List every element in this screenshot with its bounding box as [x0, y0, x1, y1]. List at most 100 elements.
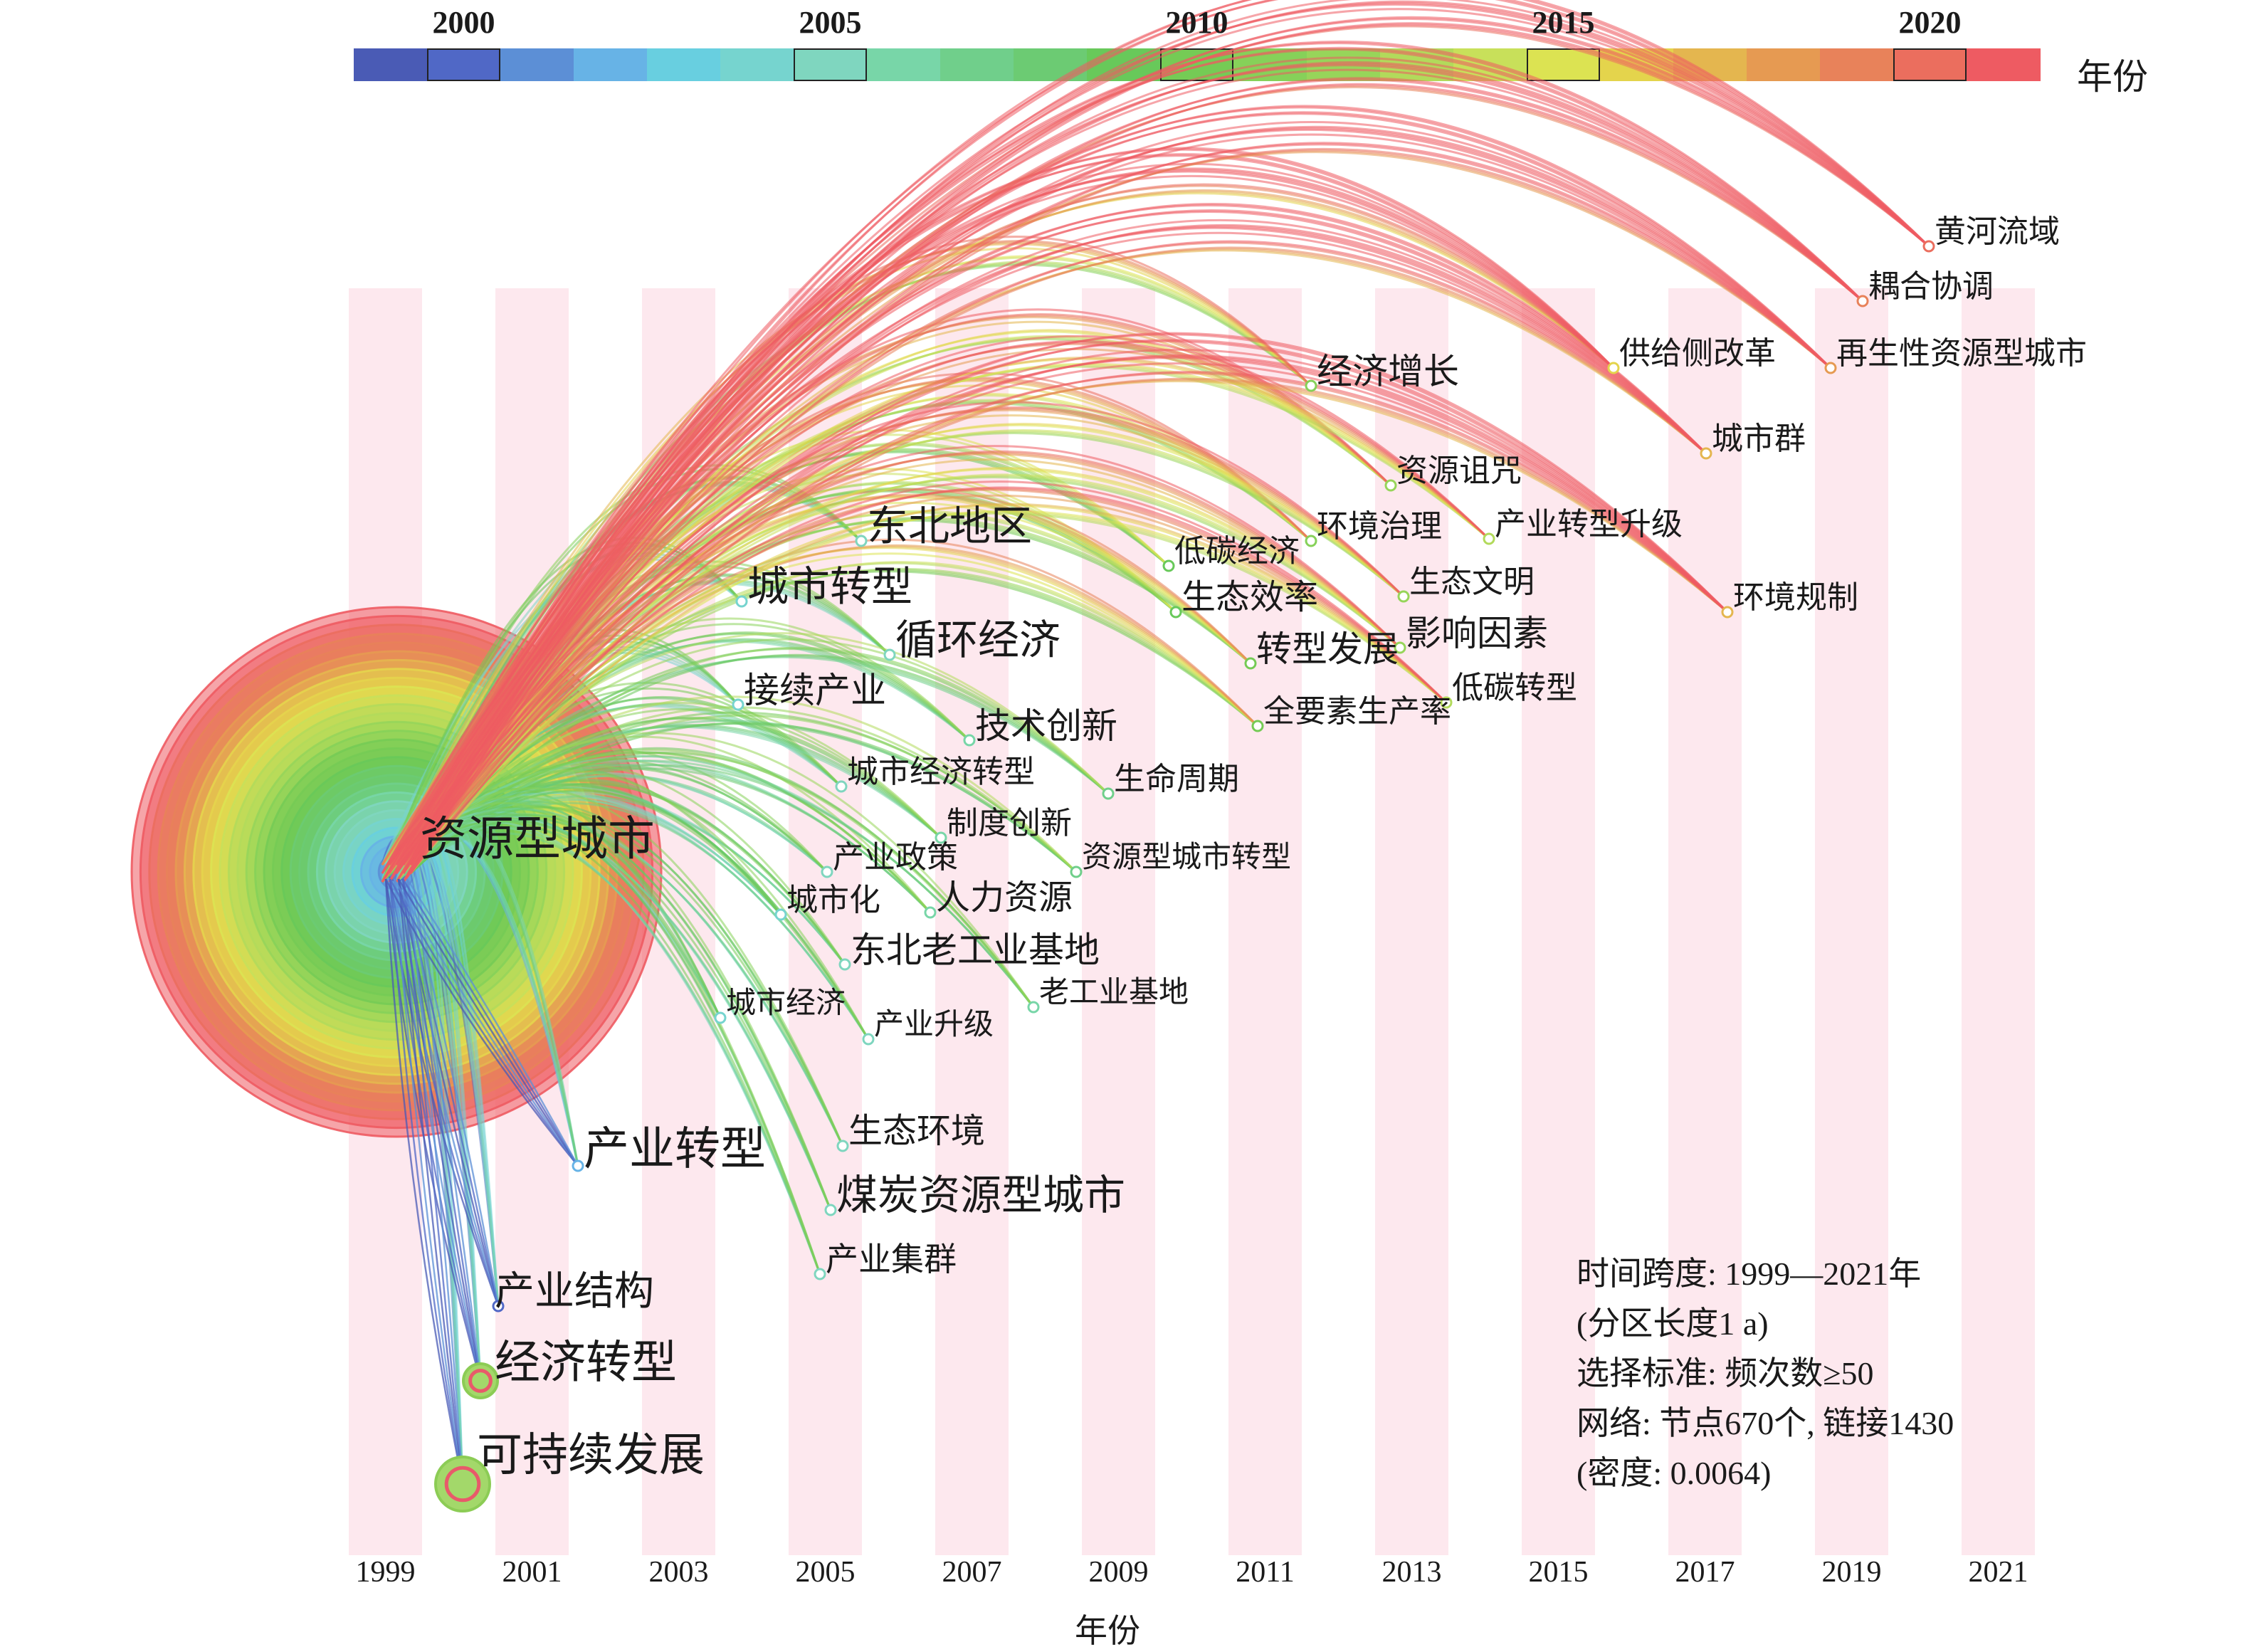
x-axis-tick-label: 2015: [1528, 1556, 1589, 1589]
keyword-node: [1305, 535, 1317, 547]
keyword-label: 生态效率: [1181, 579, 1319, 616]
keyword-node: [924, 906, 937, 919]
color-bar-swatch: [1893, 48, 1967, 81]
keyword-label: 城市经济: [726, 987, 846, 1020]
keyword-node: [1607, 362, 1620, 374]
link-arc: [409, 0, 1930, 866]
keyword-node: [963, 734, 976, 747]
keyword-node: [1251, 720, 1264, 732]
link-arc: [402, 354, 1729, 883]
keyword-node: [1440, 696, 1453, 709]
link-arc: [395, 22, 1930, 883]
x-axis-tick-label: 2011: [1236, 1556, 1295, 1589]
keyword-label: 东北地区: [867, 503, 1033, 549]
link-arc: [381, 362, 1729, 883]
keyword-label: 环境规制: [1733, 580, 1858, 615]
co-occurrence-links: [381, 0, 1930, 1485]
info-line: (分区长度1 a): [1577, 1305, 1769, 1342]
keyword-label: 产业转型升级: [1495, 507, 1683, 542]
link-arc: [402, 0, 1930, 874]
info-line: 时间跨度: 1999—2021年: [1577, 1256, 1922, 1292]
link-arc: [401, 878, 579, 1167]
keyword-label: 低碳经济: [1174, 534, 1300, 569]
keyword-label: 资源诅咒: [1396, 453, 1522, 488]
keyword-node: [1856, 295, 1869, 307]
keyword-node-ring: [444, 1466, 481, 1503]
keyword-label: 全要素生产率: [1263, 694, 1451, 729]
keyword-node: [935, 831, 947, 844]
keyword-label: 煤炭资源型城市: [836, 1172, 1126, 1219]
link-arc: [409, 348, 1729, 866]
keyword-node: [824, 1204, 837, 1216]
keyword-node: [855, 535, 868, 547]
link-arc: [409, 219, 1707, 866]
info-line: 选择标准: 频次数≥50: [1577, 1355, 1874, 1391]
keyword-label: 城市化: [786, 883, 880, 917]
color-bar-swatch: [647, 48, 721, 81]
keyword-node: [434, 1456, 491, 1512]
keyword-node: [862, 1033, 875, 1046]
link-arc: [409, 503, 1448, 874]
link-arc: [409, 142, 1831, 874]
keyword-label: 转型发展: [1256, 629, 1399, 669]
keyword-label: 技术创新: [975, 706, 1117, 746]
keyword-label: 资源型城市转型: [1082, 841, 1292, 874]
keyword-label: 人力资源: [936, 879, 1073, 917]
link-arc: [395, 819, 844, 1147]
link-arc: [409, 445, 1401, 866]
link-arc: [395, 83, 1863, 883]
keyword-node: [1102, 787, 1115, 800]
link-arc: [381, 8, 1930, 883]
color-bar-swatch: [720, 48, 794, 81]
keyword-node: [735, 595, 748, 608]
keyword-label: 影响因素: [1406, 614, 1548, 653]
keyword-node: [572, 1159, 584, 1172]
link-arc: [406, 878, 464, 1485]
keyword-label: 循环经济: [895, 617, 1061, 663]
x-axis-tick-label: 2007: [942, 1556, 1002, 1589]
link-arc: [393, 878, 482, 1382]
link-arc: [395, 826, 832, 1211]
color-bar-swatch: [574, 48, 648, 81]
color-bar-tick-box: [794, 48, 867, 81]
keyword-node: [1169, 606, 1182, 619]
year-stripe: [1815, 288, 1888, 1555]
keyword-label: 产业转型: [584, 1124, 766, 1174]
link-arc: [389, 878, 464, 1485]
keyword-label: 产业政策: [833, 840, 958, 875]
keyword-label: 生命周期: [1114, 762, 1239, 796]
year-stripe: [1962, 288, 2035, 1555]
keyword-node: [1384, 479, 1397, 492]
link-arc: [395, 241, 1312, 874]
keyword-label: 东北老工业基地: [851, 930, 1100, 970]
keyword-node: [836, 1140, 849, 1152]
keyword-label: 接续产业: [744, 670, 886, 710]
link-arc: [395, 377, 1728, 883]
keyword-node: [1483, 532, 1495, 545]
link-arc: [395, 832, 821, 1275]
link-arc: [409, 371, 1728, 874]
info-line: 网络: 节点670个, 链接1430: [1577, 1405, 1954, 1441]
keyword-node: [492, 1300, 505, 1312]
keyword-label: 经济增长: [1317, 352, 1459, 391]
keyword-label: 生态文明: [1409, 564, 1535, 599]
x-axis-tick-label: 2019: [1821, 1556, 1882, 1589]
color-bar-tick-box: [1527, 48, 1600, 81]
link-arc: [393, 878, 579, 1167]
link-arc: [389, 878, 482, 1382]
link-arc: [395, 653, 1109, 883]
link-arc: [402, 0, 1930, 883]
keyword-label: 城市经济转型: [847, 754, 1035, 789]
keyword-label: 可持续发展: [477, 1430, 705, 1480]
color-bar-tick-label: 2020: [1898, 5, 1962, 40]
keyword-node: [835, 780, 848, 793]
info-box: 时间跨度: 1999—2021年 (分区长度1 a) 选择标准: 频次数≥50 …: [1577, 1249, 1954, 1498]
x-axis-title: 年份: [1075, 1613, 1140, 1649]
link-arc: [409, 77, 1863, 874]
color-bar-tick-label: 2005: [799, 5, 862, 40]
link-arc: [393, 878, 464, 1485]
keyword-label: 供给侧改革: [1619, 336, 1776, 371]
link-arc: [402, 332, 1729, 874]
color-bar-tick-box: [1160, 48, 1233, 81]
keyword-node: [821, 866, 833, 878]
